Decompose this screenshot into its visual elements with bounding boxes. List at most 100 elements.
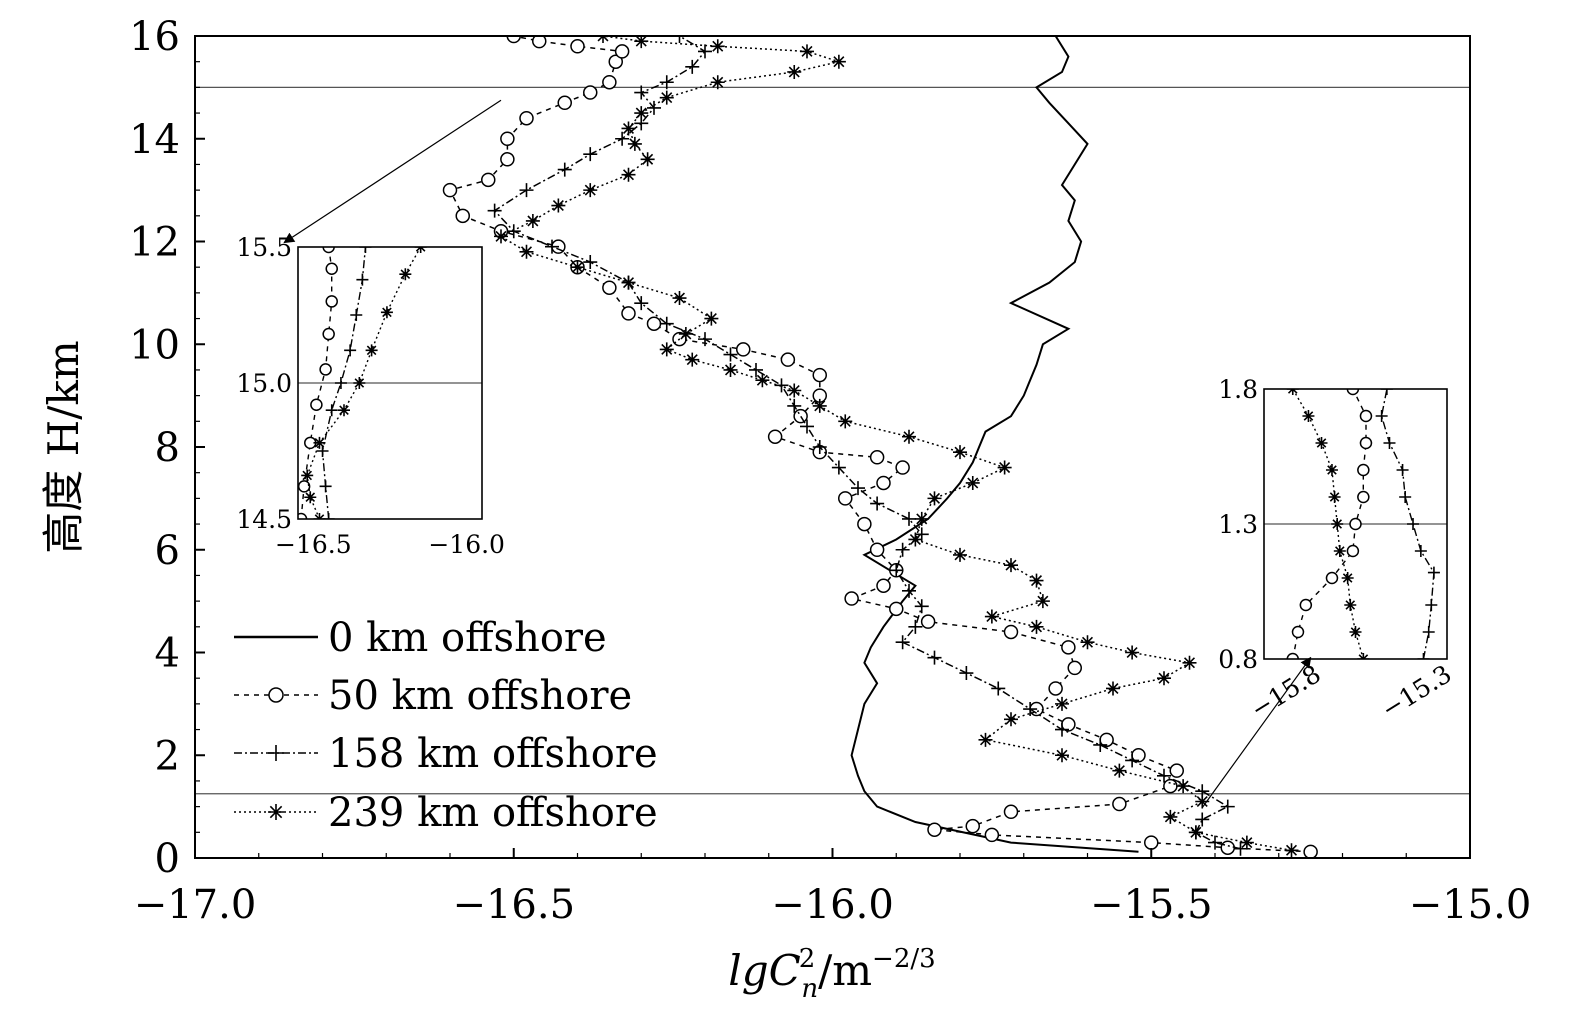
circle-marker (1112, 796, 1127, 812)
star-marker (965, 475, 980, 490)
x-axis: −17.0 −16.5 −16.0 −15.5 −15.0 (134, 848, 1532, 928)
circle-marker (857, 516, 872, 532)
plus-marker (334, 377, 347, 389)
star-marker (787, 383, 802, 398)
plus-marker (1422, 626, 1435, 638)
legend-label: 239 km offshore (328, 790, 658, 836)
circle-marker (927, 822, 942, 837)
inset-y-tick-label: 15.0 (236, 369, 292, 398)
inset-x-tick-label: −16.5 (275, 530, 352, 559)
circle-marker (455, 208, 470, 224)
plus-marker (506, 224, 521, 239)
plus-marker (1195, 812, 1210, 827)
y-tick-label: 14 (129, 117, 180, 163)
star-marker (365, 344, 378, 357)
circle-marker (322, 247, 335, 254)
plus-marker (1399, 491, 1412, 503)
x-axis-label-sub: n (801, 974, 818, 1004)
plus-marker (325, 404, 338, 417)
circle-marker (920, 614, 936, 629)
circle-marker (1220, 840, 1235, 855)
circle-marker (608, 54, 623, 69)
star-marker (621, 275, 636, 290)
circle-marker (895, 460, 910, 475)
star-marker (1284, 843, 1299, 858)
star-marker (570, 260, 585, 275)
circle-marker (1061, 640, 1076, 655)
star-marker (1163, 809, 1178, 824)
plus-marker (895, 542, 910, 557)
plus-marker (1417, 653, 1430, 659)
star-marker (1035, 594, 1050, 609)
plus-marker (1396, 464, 1409, 476)
plus-marker (322, 513, 335, 519)
circle-marker (646, 316, 662, 331)
star-marker (1029, 619, 1044, 634)
star-marker (634, 36, 649, 49)
star-marker (1331, 518, 1344, 530)
legend-label: 0 km offshore (328, 615, 607, 661)
inset-0: 14.5 15.0 15.5 −16.5 −16.0 (236, 99, 505, 559)
series-line (493, 36, 1241, 850)
x-axis-label-unit: /m (818, 946, 872, 995)
plus-marker (1427, 566, 1440, 579)
plus-marker (927, 650, 942, 665)
reference-lines (195, 86, 1470, 795)
circle-marker (844, 591, 859, 606)
plus-marker (812, 440, 827, 454)
inset-y-tick-label: 1.8 (1218, 375, 1258, 404)
circle-marker (1303, 844, 1318, 858)
star-marker (436, 214, 448, 226)
inset-series-line (306, 247, 422, 519)
y-tick-label: 10 (129, 322, 180, 368)
circle-marker (614, 44, 630, 59)
plus-marker (1414, 545, 1427, 557)
circle-marker (736, 342, 751, 357)
inset-series-line (321, 247, 367, 519)
y-tick-label: 6 (155, 528, 180, 574)
star-marker (353, 377, 366, 389)
circle-marker (1346, 389, 1360, 396)
legend-item: 158 km offshore (234, 731, 658, 777)
circle-marker (1299, 598, 1313, 612)
circle-marker (602, 280, 617, 295)
y-tick-label: 12 (129, 220, 180, 266)
circle-marker (602, 74, 617, 90)
star-marker (1055, 696, 1069, 711)
star-marker (1188, 825, 1203, 840)
circle-marker (1357, 463, 1370, 477)
circle-marker (519, 110, 534, 126)
star-marker (704, 311, 719, 326)
y-tick-label: 4 (155, 631, 180, 677)
circle-marker (500, 131, 515, 146)
star-marker (268, 804, 284, 820)
circle-marker (342, 187, 353, 198)
circle-marker (767, 429, 783, 444)
circle-marker (869, 450, 885, 465)
series-0 (850, 36, 1139, 853)
x-axis-label-unit-sup: −2/3 (872, 944, 936, 974)
legend-label: 50 km offshore (328, 673, 632, 719)
plus-marker (634, 296, 649, 311)
star-marker (1195, 794, 1210, 809)
y-tick-label: 8 (155, 425, 180, 471)
plus-marker (615, 131, 630, 146)
x-tick-label: −16.5 (452, 882, 575, 928)
plus-marker (647, 100, 661, 115)
circle-marker (532, 36, 547, 49)
x-tick-label: −15.0 (1409, 882, 1532, 928)
star-marker (1344, 599, 1357, 611)
plus-marker (344, 344, 357, 357)
inset-y-tick-label: 0.8 (1218, 645, 1258, 674)
star-marker (640, 152, 655, 167)
star-marker (1125, 645, 1140, 660)
legend-label: 158 km offshore (328, 731, 658, 777)
x-axis-label: lgC2 n/m−2/3 (728, 944, 935, 1004)
circle-marker (838, 491, 853, 506)
inset-y-tick-label: 1.3 (1218, 510, 1258, 539)
star-marker (1349, 626, 1362, 638)
star-marker (1106, 681, 1120, 696)
inset-y-tick-label: 14.5 (236, 505, 292, 534)
circle-marker (1169, 763, 1184, 778)
star-marker (1302, 410, 1315, 422)
